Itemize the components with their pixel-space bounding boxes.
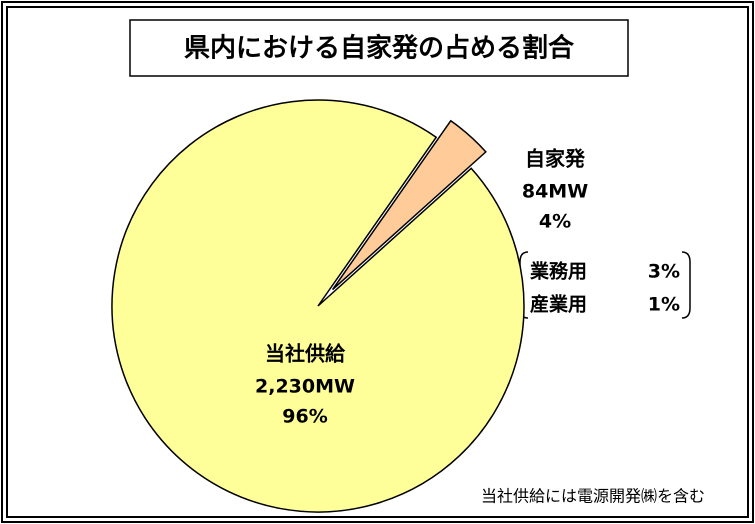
- slice-name: 当社供給: [265, 342, 346, 366]
- pie-slice: [111, 99, 525, 513]
- breakdown-name: 業務用: [529, 260, 587, 283]
- breakdown-name: 産業用: [530, 293, 587, 316]
- slice-name: 自家発: [525, 147, 586, 171]
- value-label: 84MW: [522, 181, 588, 203]
- share-label: 96%: [282, 406, 327, 428]
- bracket-right: [681, 251, 691, 319]
- footnote: 当社供給には電源開発㈱を含む: [481, 487, 705, 506]
- breakdown-share: 3%: [648, 261, 680, 283]
- share-label: 4%: [539, 211, 571, 233]
- breakdown-share: 1%: [648, 294, 680, 316]
- value-label: 2,230MW: [255, 376, 355, 398]
- inner-frame: [6, 6, 749, 518]
- pie-slice: [331, 119, 487, 291]
- title-box: [129, 19, 629, 77]
- chart-title: 県内における自家発の占める割合: [184, 33, 575, 64]
